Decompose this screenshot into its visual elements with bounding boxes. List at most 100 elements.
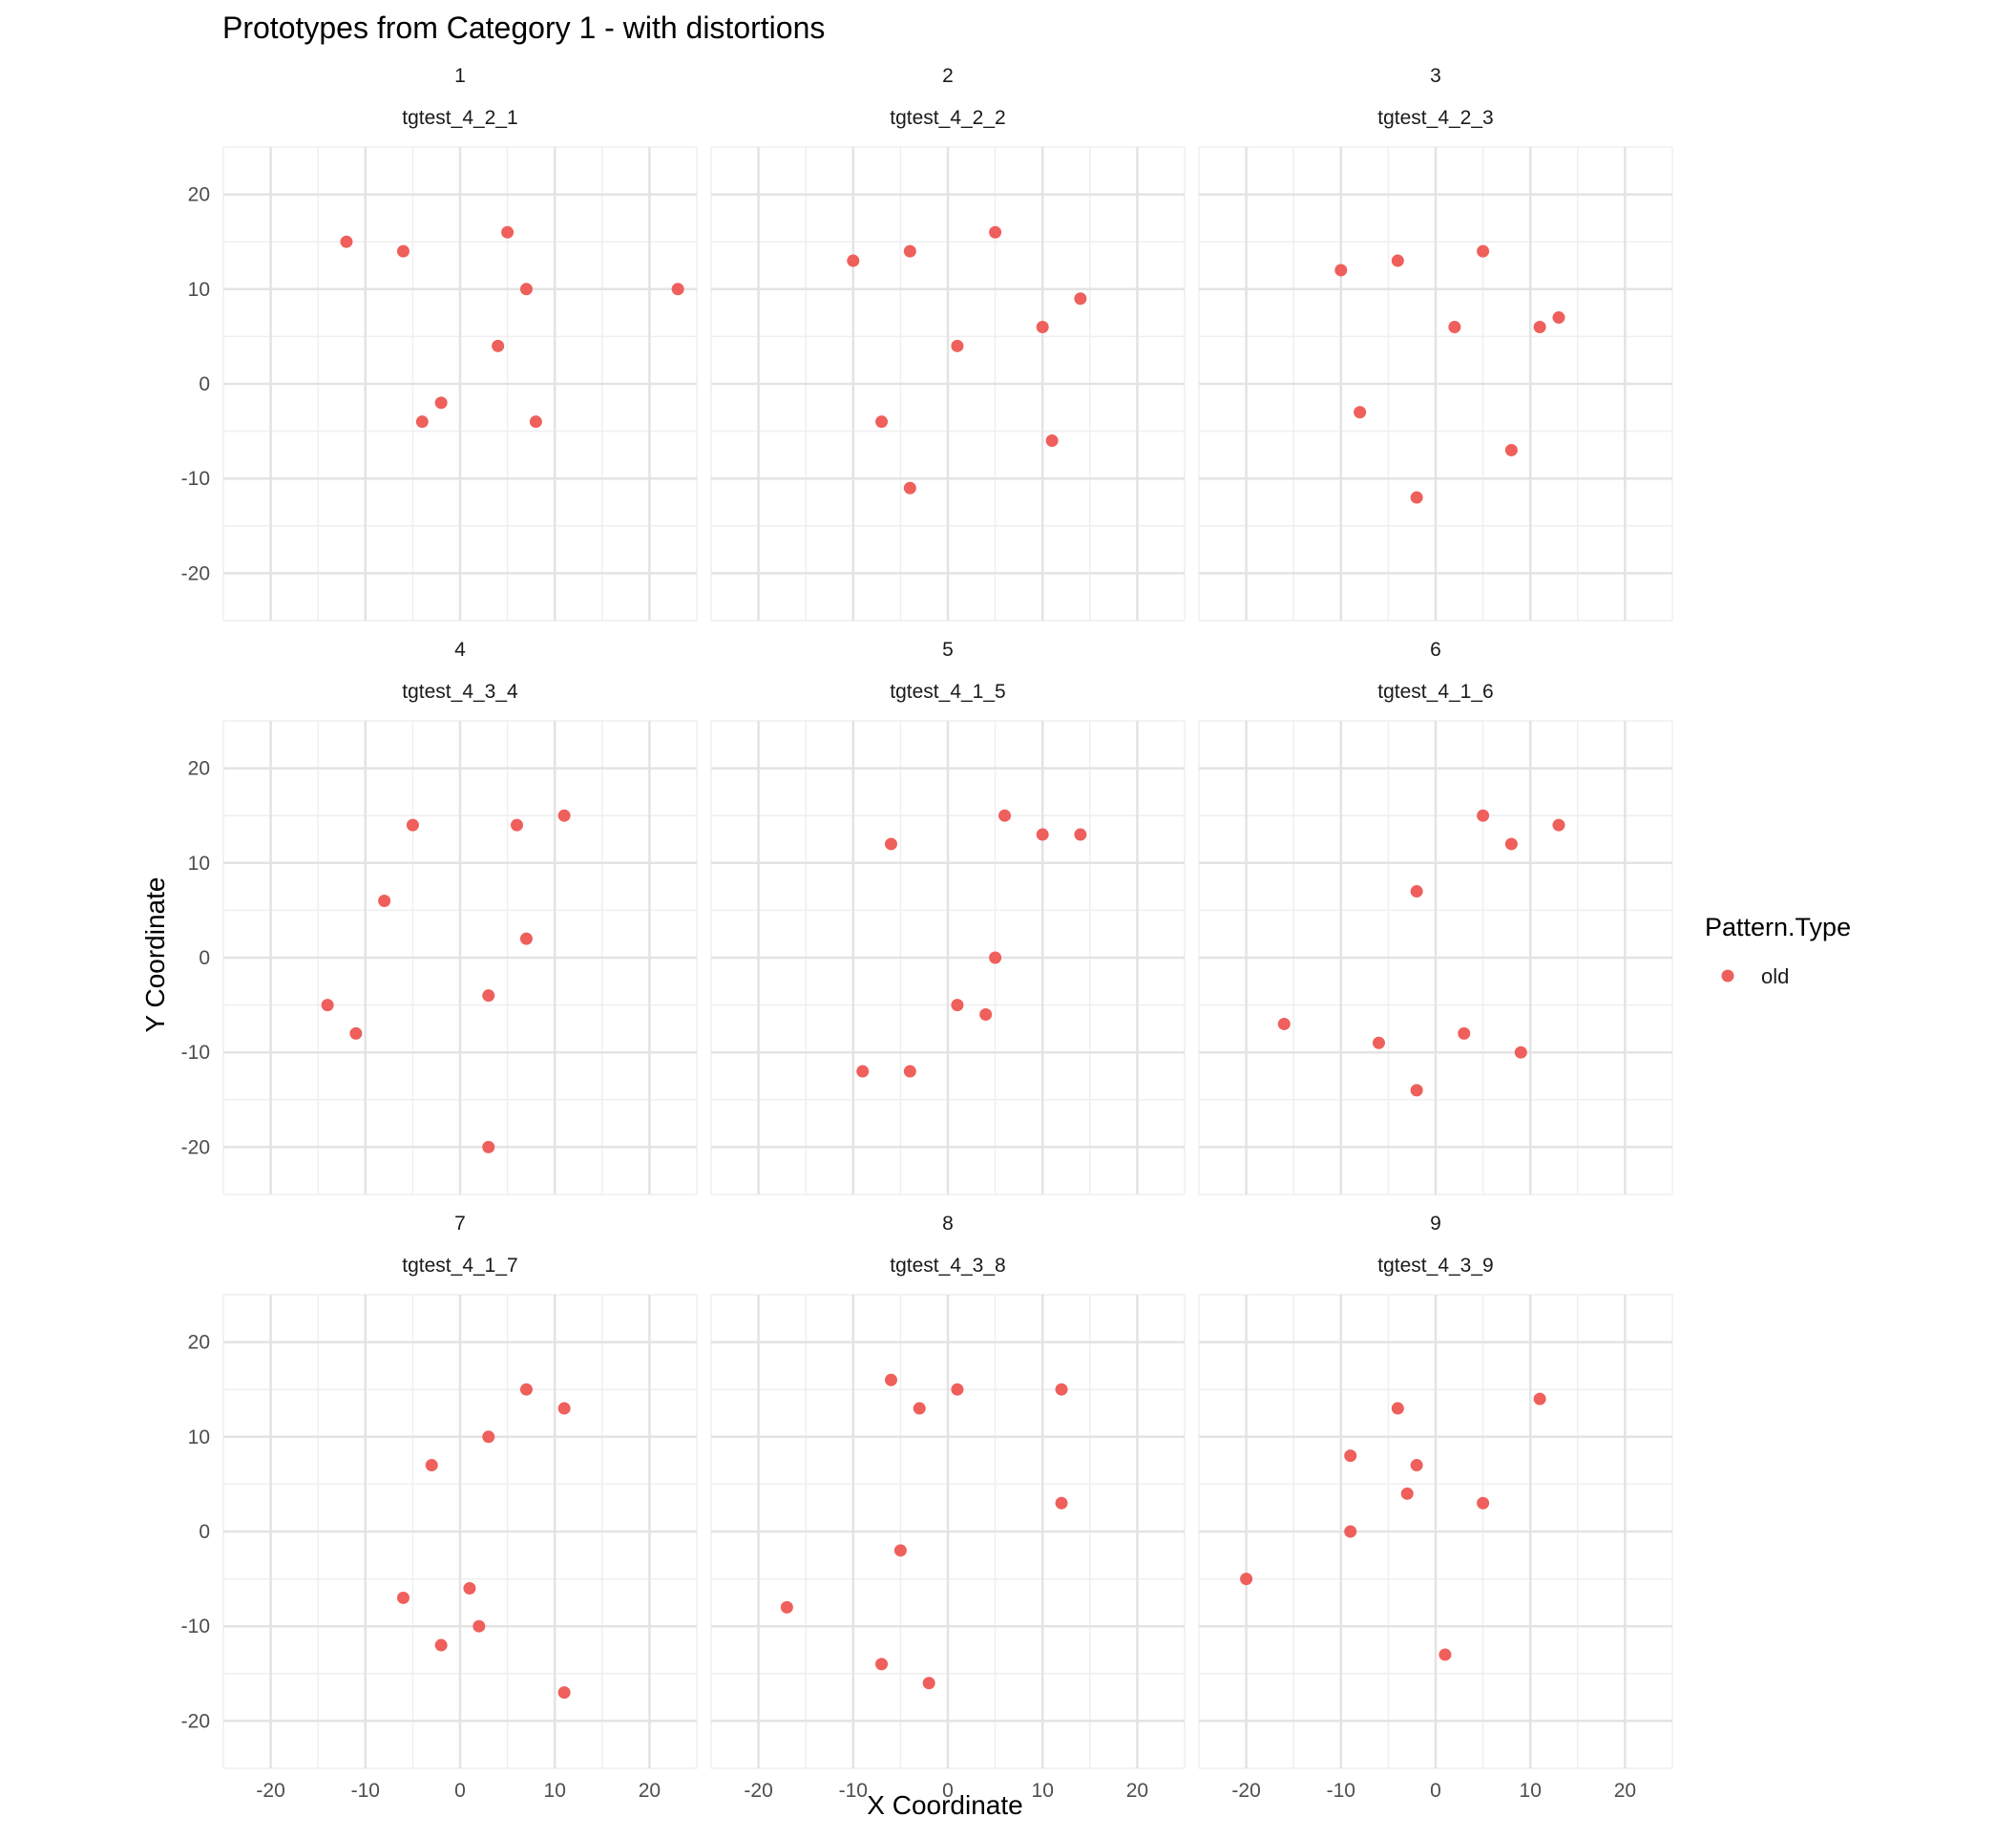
data-point: [1391, 1402, 1404, 1415]
y-tick-label: 10: [188, 1426, 210, 1448]
x-tick-label: -10: [351, 1780, 380, 1802]
data-point: [951, 339, 964, 352]
panel-4: 4 tgtest_4_3_4 -20 -10 0 10 20: [181, 639, 698, 1195]
data-point: [884, 837, 897, 851]
y-tick-label: -20: [181, 1710, 210, 1732]
x-tick-label: -20: [256, 1780, 284, 1802]
data-point: [951, 1383, 964, 1396]
data-point: [856, 1065, 870, 1078]
data-point: [406, 818, 419, 832]
data-point: [875, 1658, 889, 1671]
data-point: [425, 1459, 438, 1472]
panel-name-label: tgtest_4_3_4: [402, 681, 518, 703]
data-point: [903, 481, 916, 495]
panel-index-label: 8: [942, 1213, 954, 1235]
y-tick-label: -10: [181, 1042, 210, 1064]
data-point: [321, 999, 334, 1012]
data-point: [396, 244, 410, 258]
y-tick-label: -10: [181, 468, 210, 490]
x-tick-label: 20: [639, 1780, 661, 1802]
data-point: [1504, 443, 1518, 456]
data-point: [671, 283, 684, 296]
x-tick-label: 20: [1614, 1780, 1636, 1802]
data-point: [1477, 244, 1490, 258]
y-tick-label: 20: [188, 758, 210, 780]
data-point: [1344, 1525, 1357, 1538]
x-tick-label: 10: [544, 1780, 566, 1802]
panel-3: 3 tgtest_4_2_3: [1198, 65, 1673, 622]
x-tick-label: 20: [1126, 1780, 1148, 1802]
data-point: [1552, 311, 1565, 325]
y-tick-label: 20: [188, 1332, 210, 1354]
panel-name-label: tgtest_4_1_6: [1377, 681, 1493, 703]
data-point: [913, 1402, 926, 1415]
data-point: [1334, 264, 1348, 277]
data-point: [1045, 434, 1059, 448]
data-point: [511, 818, 524, 832]
data-point: [1354, 406, 1367, 419]
data-point: [557, 809, 571, 822]
panel-name-label: tgtest_4_2_3: [1377, 107, 1493, 129]
data-point: [1410, 1084, 1423, 1097]
panel-name-label: tgtest_4_1_7: [402, 1255, 517, 1277]
data-point: [1074, 292, 1087, 306]
data-point: [434, 1638, 448, 1652]
x-tick-label: 10: [1032, 1780, 1054, 1802]
data-point: [1240, 1573, 1253, 1586]
data-point: [1277, 1017, 1291, 1030]
data-point: [529, 415, 542, 429]
data-point: [1410, 491, 1423, 504]
panel-index-label: 3: [1430, 65, 1441, 87]
data-point: [884, 1373, 897, 1386]
x-tick-label: -20: [1231, 1780, 1260, 1802]
y-tick-label: 0: [199, 373, 210, 395]
data-point: [979, 1008, 993, 1022]
panels-layer: 1 tgtest_4_2_1 -20 -10 0 10 20 2 tgtest_4_2_2 3 tg…: [181, 65, 1673, 1802]
data-point: [922, 1677, 935, 1690]
data-point: [903, 244, 916, 258]
y-tick-label: 0: [199, 1521, 210, 1543]
panel-2: 2 tgtest_4_2_2: [710, 65, 1186, 622]
data-point: [492, 339, 505, 352]
data-point: [1477, 809, 1490, 822]
data-point: [951, 999, 964, 1012]
x-tick-label: -10: [839, 1780, 868, 1802]
chart-title: Prototypes from Category 1 - with distor…: [222, 11, 825, 45]
panel-name-label: tgtest_4_3_8: [890, 1255, 1005, 1277]
data-point: [875, 415, 889, 429]
data-point: [378, 894, 391, 907]
y-axis-title: Y Coordinate: [140, 877, 170, 1033]
panel-8: 8 tgtest_4_3_8 -20 -10 0 10 20: [710, 1213, 1186, 1802]
data-point: [1055, 1496, 1068, 1510]
panel-index-label: 2: [942, 65, 954, 87]
panel-7: 7 tgtest_4_1_7 -20 -10 0 10 20 -20 -10 0 10 20: [181, 1213, 698, 1802]
x-tick-label: 0: [454, 1780, 466, 1802]
data-point: [1514, 1046, 1527, 1059]
data-point: [482, 1140, 495, 1153]
data-point: [434, 396, 448, 410]
y-tick-label: -20: [181, 562, 210, 584]
legend: Pattern.Type old: [1705, 913, 1851, 988]
data-point: [1448, 320, 1461, 333]
data-point: [1458, 1026, 1471, 1040]
data-point: [1552, 818, 1565, 832]
y-tick-label: 20: [188, 184, 210, 206]
panel-name-label: tgtest_4_2_1: [402, 107, 517, 129]
data-point: [340, 235, 353, 248]
data-point: [472, 1619, 486, 1633]
data-point: [482, 989, 495, 1003]
data-point: [501, 225, 514, 239]
legend-label-old: old: [1761, 964, 1789, 988]
x-axis-title: X Coordinate: [867, 1790, 1022, 1820]
data-point: [989, 951, 1002, 964]
y-tick-label: 0: [199, 947, 210, 969]
data-point: [1410, 1459, 1423, 1472]
data-point: [1410, 885, 1423, 898]
data-point: [557, 1402, 571, 1415]
data-point: [1074, 828, 1087, 841]
data-point: [1504, 837, 1518, 851]
panel-index-label: 4: [454, 639, 466, 661]
panel-name-label: tgtest_4_2_2: [890, 107, 1005, 129]
